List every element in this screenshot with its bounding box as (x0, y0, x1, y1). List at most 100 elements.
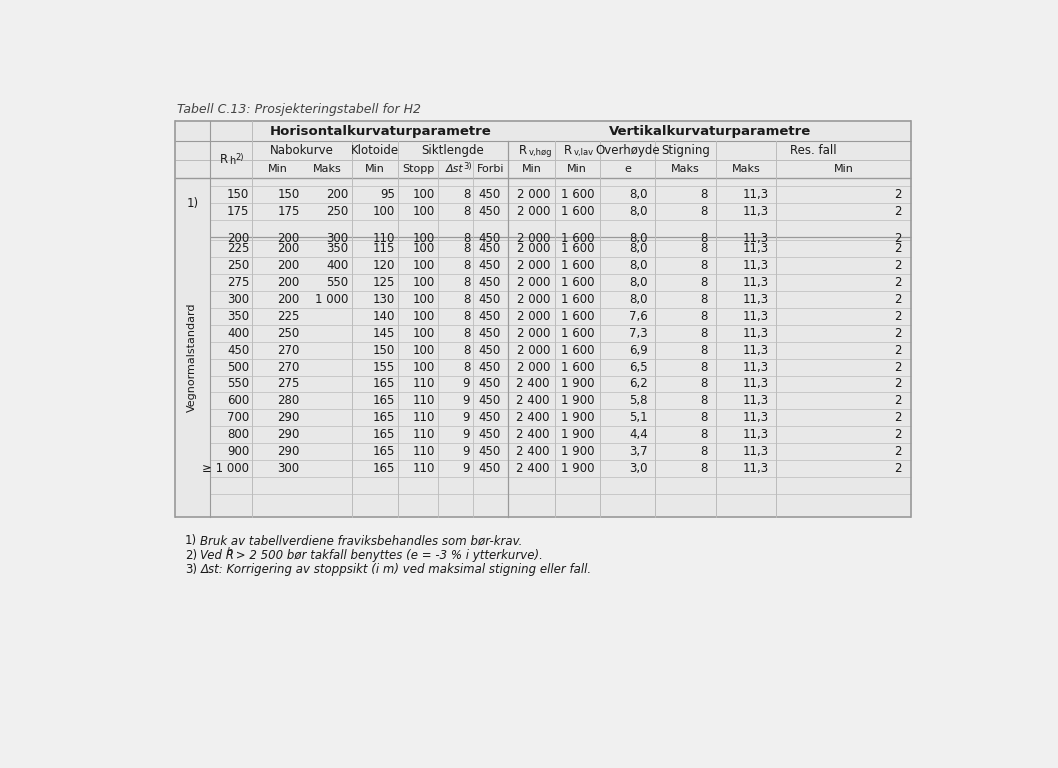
Text: 400: 400 (227, 326, 250, 339)
Text: 280: 280 (277, 395, 299, 408)
Text: 100: 100 (413, 343, 435, 356)
Text: 8: 8 (700, 310, 708, 323)
Text: Min: Min (522, 164, 542, 174)
Text: 8: 8 (462, 259, 470, 272)
Text: 450: 450 (478, 242, 500, 255)
Text: 8,0: 8,0 (630, 232, 647, 245)
Text: Nabokurve: Nabokurve (270, 144, 334, 157)
Text: Stopp: Stopp (402, 164, 435, 174)
Text: 155: 155 (372, 360, 395, 373)
Text: 11,3: 11,3 (743, 429, 768, 442)
Text: v,høg: v,høg (528, 148, 552, 157)
Text: 1 600: 1 600 (562, 242, 595, 255)
Text: 2 400: 2 400 (516, 429, 550, 442)
Text: 2: 2 (894, 445, 901, 458)
Text: 8: 8 (700, 188, 708, 201)
Text: 200: 200 (277, 242, 299, 255)
FancyBboxPatch shape (175, 121, 911, 517)
Text: 450: 450 (478, 395, 500, 408)
Text: 11,3: 11,3 (743, 326, 768, 339)
Text: 150: 150 (372, 343, 395, 356)
Text: Overhøyde: Overhøyde (596, 144, 660, 157)
Text: 100: 100 (413, 360, 435, 373)
Text: 2 000: 2 000 (516, 188, 550, 201)
Text: 2: 2 (894, 462, 901, 475)
Text: 9: 9 (462, 429, 470, 442)
Text: 125: 125 (372, 276, 395, 289)
Text: 100: 100 (413, 326, 435, 339)
Text: 11,3: 11,3 (743, 343, 768, 356)
Text: ≥ 1 000: ≥ 1 000 (202, 462, 250, 475)
Text: 110: 110 (413, 378, 435, 390)
Text: 8: 8 (700, 445, 708, 458)
Text: Min: Min (834, 164, 854, 174)
Text: 700: 700 (227, 412, 250, 425)
Text: 1 900: 1 900 (562, 412, 595, 425)
Text: 200: 200 (227, 232, 250, 245)
Text: 270: 270 (277, 343, 299, 356)
Text: 11,3: 11,3 (743, 462, 768, 475)
Text: Min: Min (567, 164, 587, 174)
Text: 8: 8 (462, 310, 470, 323)
Text: 3): 3) (185, 564, 197, 577)
Text: 110: 110 (413, 445, 435, 458)
Text: Horisontalkurvaturparametre: Horisontalkurvaturparametre (270, 125, 491, 138)
Text: 2 000: 2 000 (516, 293, 550, 306)
Text: 8: 8 (462, 276, 470, 289)
Text: 450: 450 (478, 276, 500, 289)
Text: 165: 165 (372, 445, 395, 458)
Text: 2 000: 2 000 (516, 205, 550, 218)
Text: v,lav: v,lav (574, 148, 595, 157)
Text: 275: 275 (277, 378, 299, 390)
Text: Maks: Maks (732, 164, 761, 174)
Text: 300: 300 (227, 293, 250, 306)
Text: 2 400: 2 400 (516, 378, 550, 390)
Text: 100: 100 (413, 259, 435, 272)
Text: 2 000: 2 000 (516, 343, 550, 356)
Text: 100: 100 (413, 205, 435, 218)
Text: 8: 8 (462, 293, 470, 306)
Text: 400: 400 (326, 259, 348, 272)
Text: 1 600: 1 600 (562, 326, 595, 339)
Text: Δst: Δst (445, 164, 463, 174)
Text: 11,3: 11,3 (743, 242, 768, 255)
Text: 8: 8 (462, 343, 470, 356)
Text: 200: 200 (326, 188, 348, 201)
Text: 110: 110 (413, 429, 435, 442)
Text: 165: 165 (372, 395, 395, 408)
Text: 3,7: 3,7 (630, 445, 647, 458)
Text: h: h (230, 157, 236, 167)
Text: 300: 300 (277, 462, 299, 475)
Text: h: h (226, 548, 233, 558)
Text: 1): 1) (185, 534, 197, 547)
Text: 165: 165 (372, 462, 395, 475)
Text: R: R (220, 154, 227, 167)
Text: 8: 8 (462, 188, 470, 201)
Text: 11,3: 11,3 (743, 395, 768, 408)
Text: 2: 2 (894, 242, 901, 255)
Text: 450: 450 (478, 378, 500, 390)
Text: 8,0: 8,0 (630, 276, 647, 289)
Text: 1 000: 1 000 (315, 293, 348, 306)
Text: 9: 9 (462, 445, 470, 458)
Text: 2: 2 (894, 310, 901, 323)
Text: 270: 270 (277, 360, 299, 373)
Text: 2 000: 2 000 (516, 310, 550, 323)
Text: 8: 8 (462, 242, 470, 255)
Text: e: e (624, 164, 631, 174)
Text: 275: 275 (226, 276, 250, 289)
Text: 6,5: 6,5 (630, 360, 647, 373)
Text: 450: 450 (478, 259, 500, 272)
Text: Maks: Maks (671, 164, 700, 174)
Text: 450: 450 (478, 310, 500, 323)
Text: 165: 165 (372, 378, 395, 390)
Text: 11,3: 11,3 (743, 378, 768, 390)
Text: 1 600: 1 600 (562, 276, 595, 289)
Text: 8: 8 (700, 395, 708, 408)
Text: 8: 8 (700, 429, 708, 442)
Text: Forbi: Forbi (477, 164, 505, 174)
Text: 100: 100 (413, 188, 435, 201)
Text: Siktlengde: Siktlengde (422, 144, 485, 157)
Text: R: R (518, 144, 527, 157)
Text: 11,3: 11,3 (743, 360, 768, 373)
